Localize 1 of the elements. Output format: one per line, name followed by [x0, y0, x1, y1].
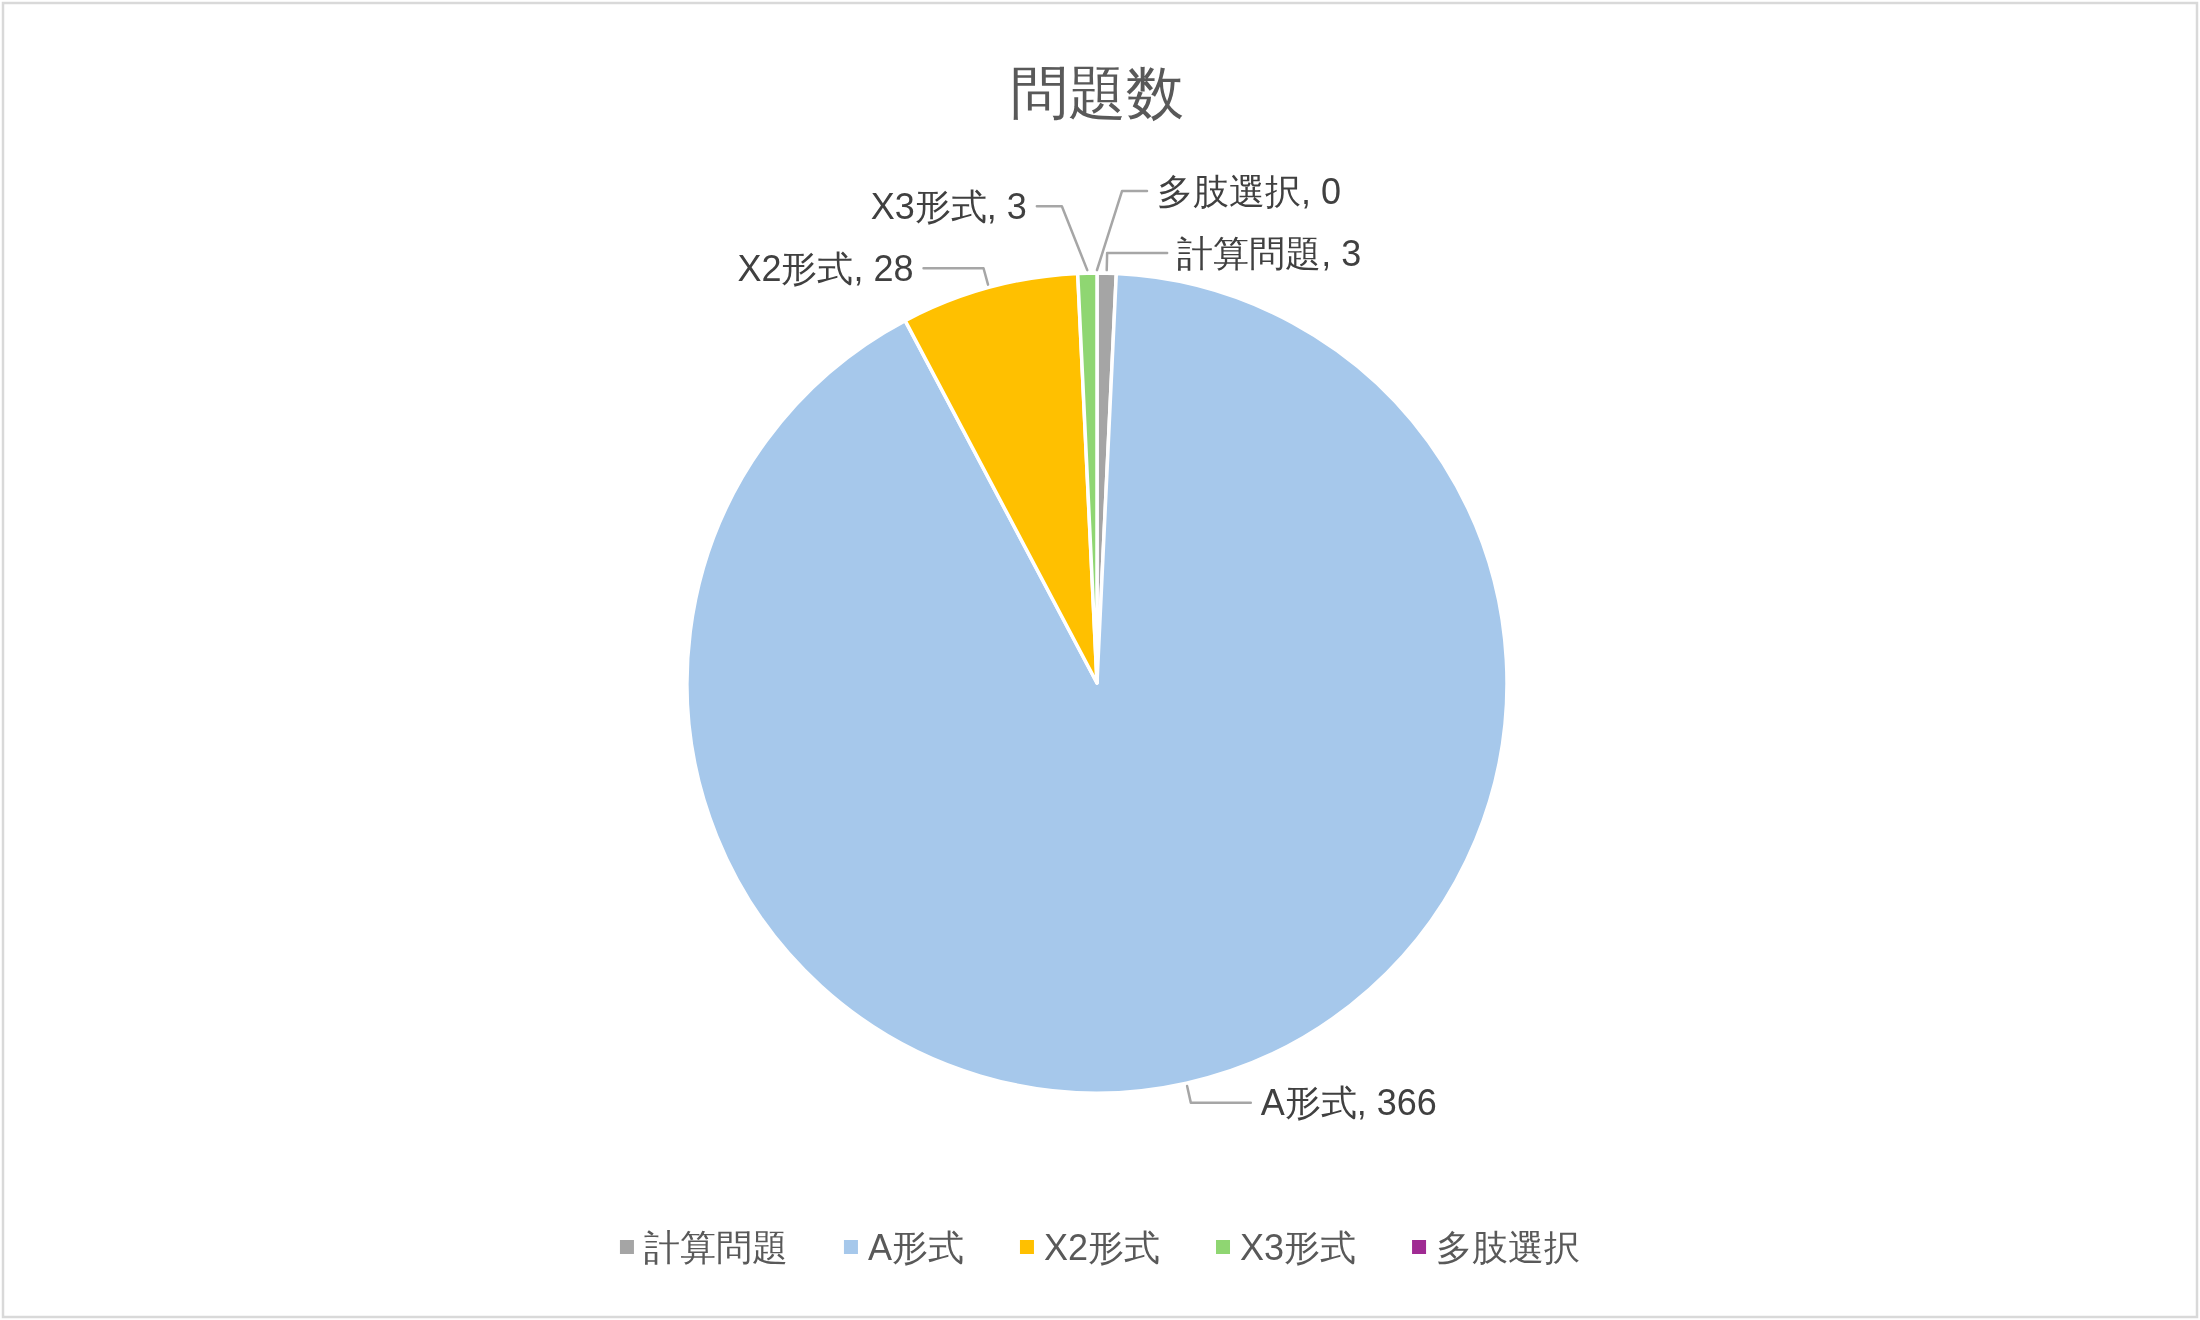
title: 問題数	[1010, 59, 1184, 125]
